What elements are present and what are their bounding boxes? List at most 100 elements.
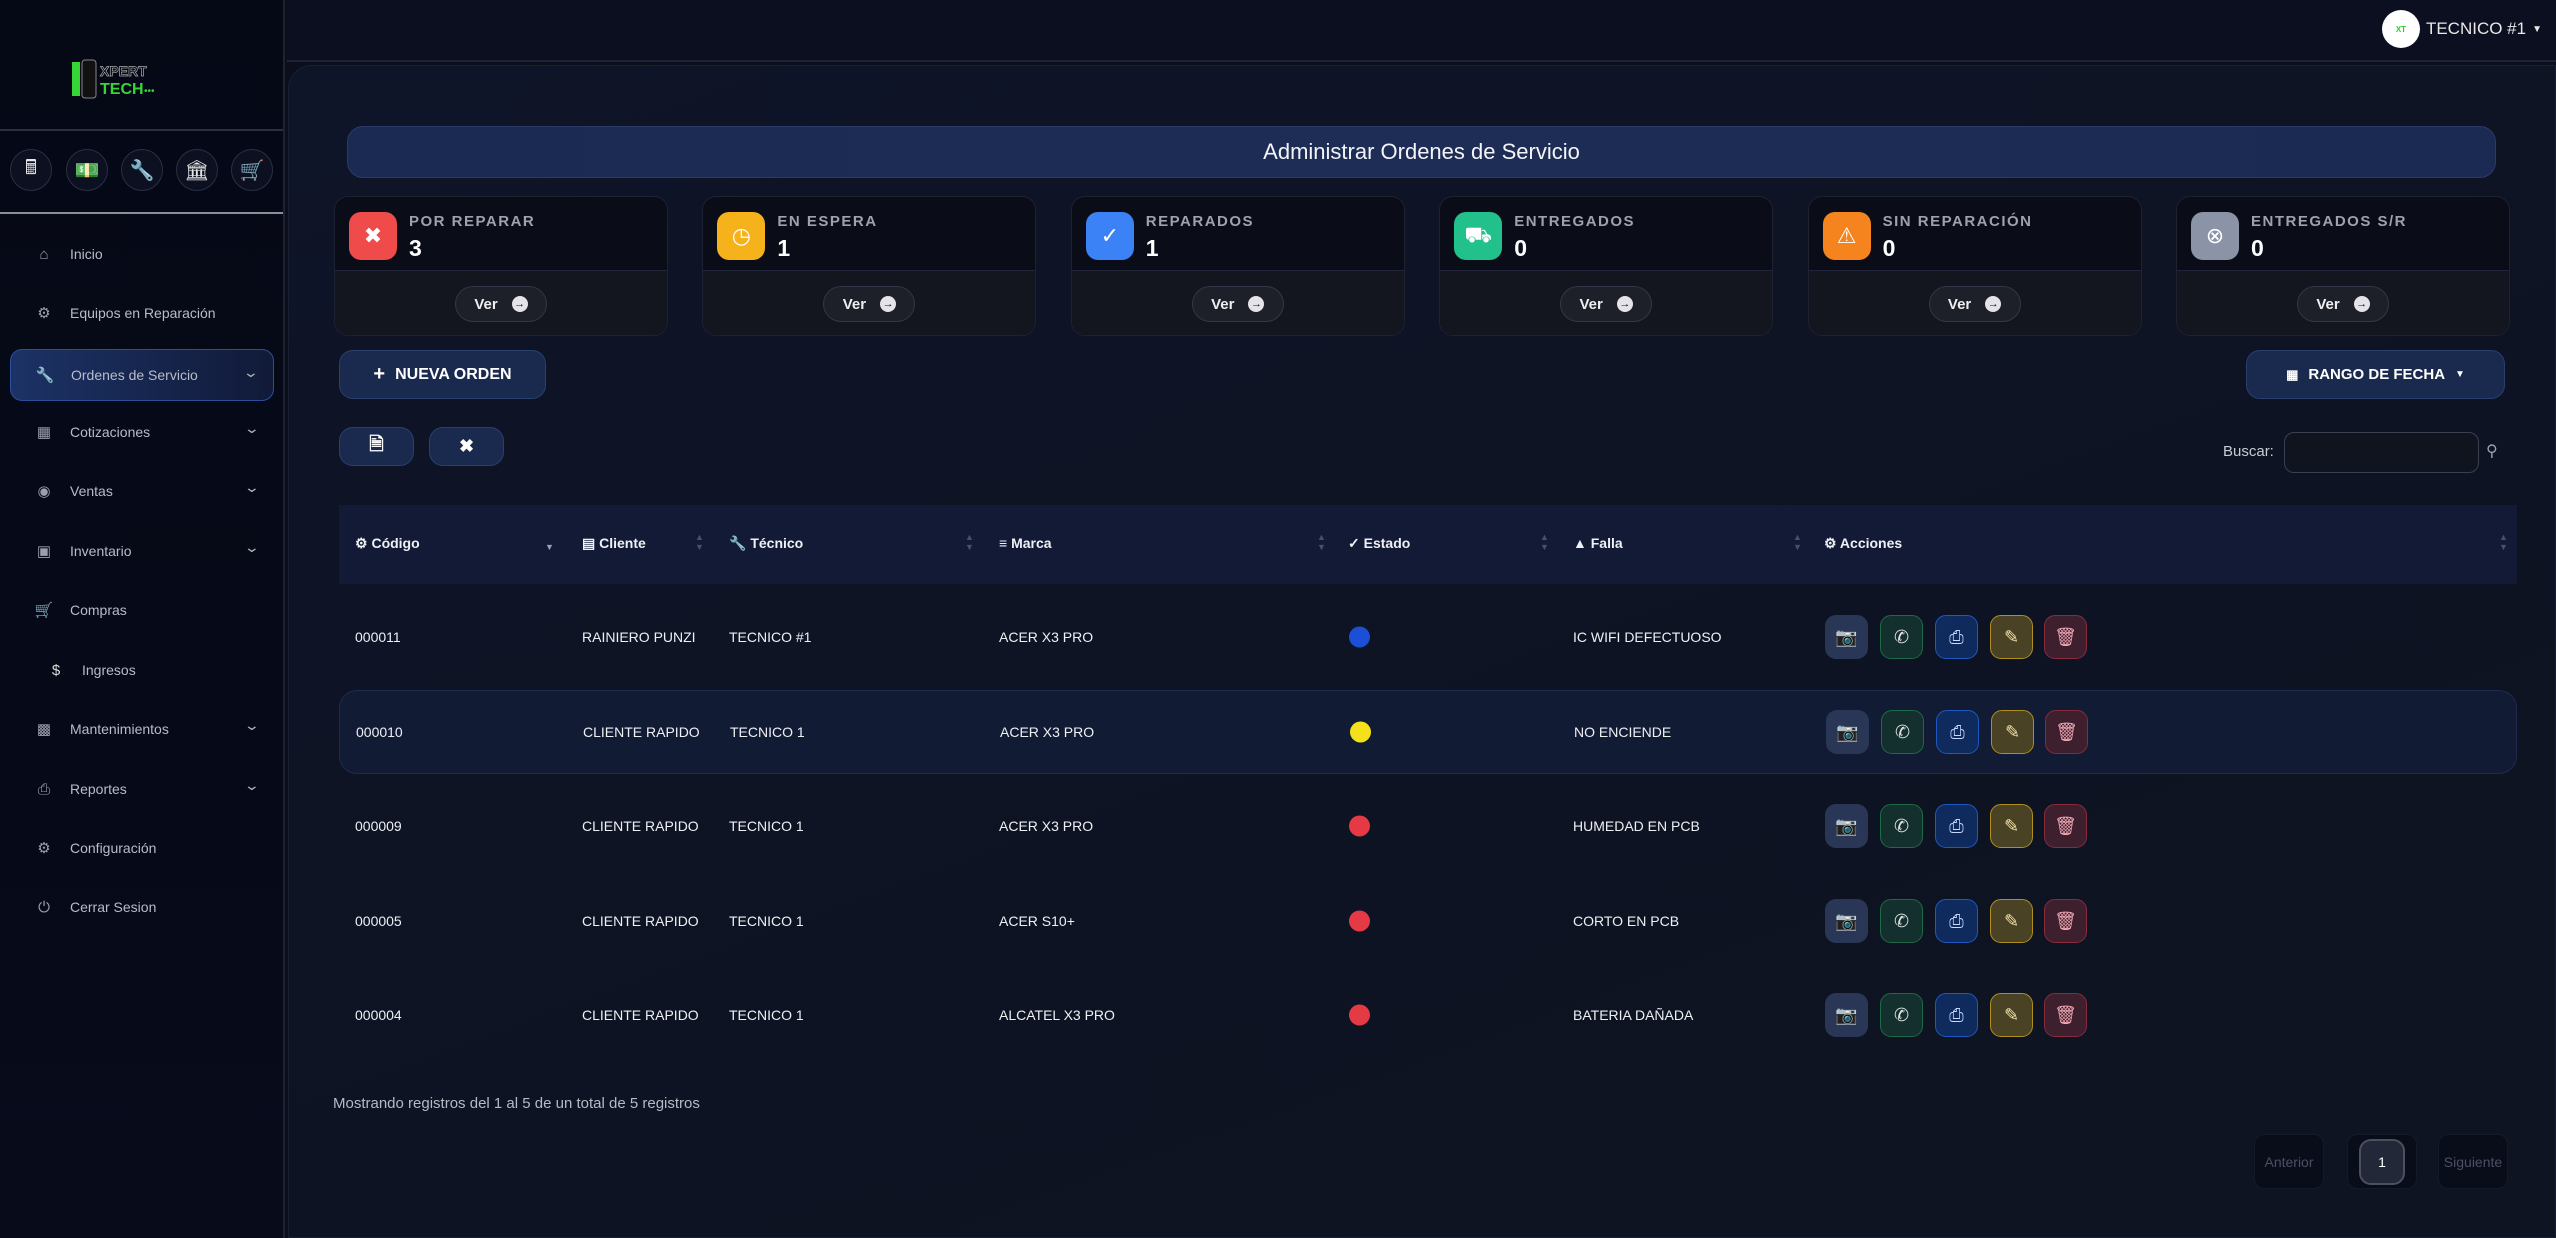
cell-tecnico: TECNICO 1: [729, 1007, 804, 1023]
money-icon[interactable]: 💵: [66, 149, 108, 191]
sort-desc-icon[interactable]: ▼: [545, 542, 554, 552]
pagination-page-1[interactable]: 1: [2347, 1134, 2417, 1189]
sidebar-item-mantenimientos[interactable]: ▩ Mantenimientos ⌄: [10, 703, 274, 755]
arrow-right-circle-icon: →: [1985, 296, 2002, 312]
edit-button[interactable]: ✎: [1990, 899, 2033, 943]
camera-button[interactable]: 📷: [1826, 710, 1869, 754]
table-row[interactable]: 000004 CLIENTE RAPIDO TECNICO 1 ALCATEL …: [339, 973, 2517, 1057]
sidebar-item-ingresos[interactable]: $ Ingresos: [10, 644, 274, 696]
pagination-previous[interactable]: Anterior: [2254, 1134, 2324, 1189]
sidebar-item-inicio[interactable]: ⌂ Inicio: [10, 228, 274, 280]
column-header-codigo[interactable]: ⚙ Código: [355, 535, 420, 551]
print-button[interactable]: ⎙: [1935, 899, 1978, 943]
view-button[interactable]: Ver →: [1191, 286, 1284, 322]
print-icon: ⎙: [1949, 815, 1964, 836]
wrench-icon[interactable]: 🔧: [121, 149, 163, 191]
chevron-down-icon: ⌄: [243, 539, 261, 555]
column-header-cliente[interactable]: ▤ Cliente: [582, 535, 646, 551]
date-range-button[interactable]: ▦ RANGO DE FECHA ▼: [2246, 350, 2505, 399]
sidebar-item-reportes[interactable]: ⎙ Reportes ⌄: [10, 763, 274, 815]
status-dot: [1349, 626, 1370, 648]
delete-button[interactable]: 🗑: [2044, 993, 2087, 1037]
bank-icon[interactable]: 🏛: [176, 149, 218, 191]
sidebar-item-cotizaciones[interactable]: ▦ Cotizaciones ⌄: [10, 406, 274, 458]
camera-button[interactable]: 📷: [1825, 993, 1868, 1037]
whatsapp-button[interactable]: ✆: [1880, 899, 1923, 943]
table-row[interactable]: 000010 CLIENTE RAPIDO TECNICO 1 ACER X3 …: [339, 690, 2517, 774]
edit-button[interactable]: ✎: [1990, 615, 2033, 659]
user-menu[interactable]: XT TECNICO #1 ▼: [2381, 10, 2542, 48]
times-circle-icon: ⊗: [2191, 212, 2239, 260]
table-row[interactable]: 000009 CLIENTE RAPIDO TECNICO 1 ACER X3 …: [339, 784, 2517, 868]
print-button[interactable]: ⎙: [1935, 804, 1978, 848]
delete-button[interactable]: 🗑: [2044, 804, 2087, 848]
sidebar-item-ventas[interactable]: ◉ Ventas ⌄: [10, 465, 274, 517]
whatsapp-button[interactable]: ✆: [1880, 615, 1923, 659]
view-button[interactable]: Ver →: [823, 286, 916, 322]
whatsapp-button[interactable]: ✆: [1880, 804, 1923, 848]
camera-button[interactable]: 📷: [1825, 804, 1868, 848]
sidebar-item-configuracion[interactable]: ⚙ Configuración: [10, 822, 274, 874]
view-button[interactable]: Ver →: [1560, 286, 1653, 322]
arrow-right-circle-icon: →: [1248, 296, 1265, 312]
column-header-acciones[interactable]: ⚙ Acciones: [1824, 535, 1903, 551]
calculator-icon[interactable]: 🖩: [10, 149, 52, 191]
pagination-next[interactable]: Siguiente: [2438, 1134, 2508, 1189]
cell-codigo: 000004: [355, 1007, 402, 1023]
column-header-tecnico[interactable]: 🔧 Técnico: [729, 535, 804, 551]
edit-button[interactable]: ✎: [1990, 993, 2033, 1037]
sidebar-item-cerrar-sesion[interactable]: ⏻ Cerrar Sesion: [10, 881, 274, 933]
view-button[interactable]: Ver →: [455, 286, 547, 322]
sidebar-item-ordenes[interactable]: 🔧 Ordenes de Servicio ⌄: [10, 349, 274, 401]
status-card-count: 3: [409, 235, 422, 261]
status-card-count: 0: [2251, 235, 2264, 261]
table-row[interactable]: 000011 RAINIERO PUNZI TECNICO #1 ACER X3…: [339, 595, 2517, 679]
camera-button[interactable]: 📷: [1825, 899, 1868, 943]
sort-icon[interactable]: ▲ ▼: [695, 532, 704, 552]
check-circle-icon: ✓: [1085, 212, 1134, 260]
delete-button[interactable]: 🗑: [2044, 899, 2087, 943]
search-icon[interactable]: ⚲: [2486, 443, 2498, 460]
print-button[interactable]: ⎙: [1936, 710, 1979, 754]
view-button[interactable]: Ver →: [1928, 286, 2021, 322]
table-row[interactable]: 000005 CLIENTE RAPIDO TECNICO 1 ACER S10…: [339, 879, 2517, 963]
column-header-marca[interactable]: ≡ Marca: [999, 535, 1052, 551]
edit-button[interactable]: ✎: [1991, 710, 2034, 754]
search-input[interactable]: [2284, 432, 2479, 473]
dolly-icon[interactable]: 🛒: [231, 149, 273, 191]
print-icon: ⎙: [1949, 1004, 1964, 1025]
whatsapp-button[interactable]: ✆: [1881, 710, 1924, 754]
sidebar-item-equipos[interactable]: ⚙ Equipos en Reparación: [10, 287, 274, 339]
export-excel-button[interactable]: ✖: [429, 427, 504, 466]
view-button[interactable]: Ver →: [2297, 286, 2389, 322]
sidebar-item-compras[interactable]: 🛒 Compras: [10, 584, 274, 636]
camera-button[interactable]: 📷: [1825, 615, 1868, 659]
export-pdf-button[interactable]: 🗎: [339, 427, 414, 466]
status-card-label: ENTREGADOS S/R: [2251, 213, 2408, 230]
print-icon: ⎙: [1949, 626, 1964, 647]
sort-icon[interactable]: ▲ ▼: [2499, 532, 2508, 552]
sidebar: XPERT TECH ••• 🖩 💵 🔧 🏛 🛒 ⌂ Inicio ⚙ Equipo…: [0, 0, 285, 1238]
edit-button[interactable]: ✎: [1990, 804, 2033, 848]
whatsapp-button[interactable]: ✆: [1880, 993, 1923, 1037]
cell-falla: IC WIFI DEFECTUOSO: [1573, 629, 1722, 645]
column-header-falla[interactable]: ▲ Falla: [1573, 535, 1623, 551]
page-title: Administrar Ordenes de Servicio: [347, 126, 2496, 178]
sort-icon[interactable]: ▲ ▼: [1317, 532, 1326, 552]
print-button[interactable]: ⎙: [1935, 615, 1978, 659]
column-header-estado[interactable]: ✓ Estado: [1348, 535, 1411, 551]
sort-icon[interactable]: ▲ ▼: [1793, 532, 1802, 552]
print-button[interactable]: ⎙: [1935, 993, 1978, 1037]
home-icon: ⌂: [39, 245, 49, 263]
divider: [0, 212, 283, 214]
new-order-button[interactable]: + NUEVA ORDEN: [339, 350, 546, 399]
chevron-down-icon: ⌄: [242, 364, 260, 380]
brand-logo[interactable]: XPERT TECH •••: [70, 58, 190, 100]
sort-icon[interactable]: ▲ ▼: [965, 532, 974, 552]
delete-button[interactable]: 🗑: [2045, 710, 2088, 754]
table-header: ⚙ Código ▼ ▤ Cliente ▲ ▼ 🔧 Técnico ▲ ▼ ≡ M…: [339, 505, 2517, 584]
cell-falla: CORTO EN PCB: [1573, 913, 1680, 929]
sidebar-item-inventario[interactable]: ▣ Inventario ⌄: [10, 525, 274, 577]
sort-icon[interactable]: ▲ ▼: [1540, 532, 1549, 552]
delete-button[interactable]: 🗑: [2044, 615, 2087, 659]
